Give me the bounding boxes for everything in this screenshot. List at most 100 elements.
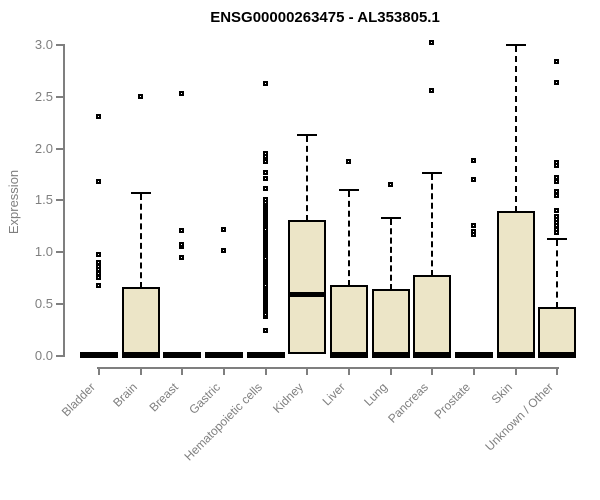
outlier-point — [262, 159, 268, 165]
x-axis-tick — [306, 367, 309, 375]
collapsed-box — [205, 352, 244, 358]
outlier-point — [96, 271, 101, 277]
outlier-point — [262, 81, 268, 87]
box — [288, 220, 327, 354]
collapsed-box — [246, 352, 285, 358]
median-line — [413, 352, 452, 358]
outlier-point — [554, 178, 560, 184]
median-line — [538, 352, 577, 358]
box — [538, 307, 577, 357]
median-line — [330, 352, 369, 358]
box — [121, 286, 160, 357]
outlier-point — [429, 39, 435, 45]
outlier-point — [471, 223, 477, 229]
x-axis-tick — [514, 367, 517, 375]
outlier-point — [387, 181, 393, 187]
collapsed-box — [163, 352, 202, 358]
outlier-point — [96, 263, 101, 269]
whisker — [139, 194, 142, 288]
outlier-point — [262, 186, 268, 192]
box — [330, 284, 369, 357]
whisker-cap — [339, 189, 360, 192]
whisker-cap — [380, 217, 401, 220]
y-axis-tick — [56, 355, 63, 357]
whisker — [431, 173, 434, 277]
y-axis-tick — [56, 199, 63, 202]
x-axis — [97, 367, 559, 369]
outlier-point — [554, 58, 560, 64]
x-axis-tick — [139, 367, 142, 375]
y-axis-tick — [56, 147, 63, 150]
y-axis-tick — [56, 303, 63, 306]
outlier-point — [221, 248, 227, 254]
whisker-cap — [547, 237, 568, 240]
outlier-point — [554, 214, 560, 220]
outlier-point — [221, 226, 227, 232]
outlier-point — [262, 150, 268, 156]
outlier-point — [554, 193, 560, 199]
outlier-point — [96, 178, 101, 184]
y-axis-tick-label: 1.5 — [34, 192, 53, 208]
median-line — [371, 352, 410, 358]
y-axis-tick — [56, 43, 63, 46]
y-axis-tick-label: 2.5 — [34, 88, 53, 104]
outlier-point — [96, 113, 101, 119]
outlier-point — [429, 87, 435, 93]
whisker-cap — [422, 171, 443, 174]
box — [413, 275, 452, 357]
whisker — [514, 45, 517, 212]
outlier-point — [262, 328, 268, 334]
whisker — [306, 136, 309, 222]
collapsed-box — [455, 352, 494, 358]
y-axis — [63, 44, 65, 357]
outlier-point — [471, 158, 477, 164]
x-axis-tick — [431, 367, 434, 375]
y-axis-tick-label: 1.0 — [34, 244, 53, 260]
median-line — [121, 352, 160, 358]
y-axis-tick — [56, 95, 63, 98]
whisker — [556, 239, 559, 309]
whisker — [389, 219, 392, 290]
whisker-cap — [505, 43, 526, 46]
x-axis-tick — [181, 367, 184, 375]
x-axis-tick — [223, 367, 226, 375]
y-axis-tick-label: 0.5 — [34, 296, 53, 312]
whisker-cap — [297, 134, 318, 137]
x-axis-tick — [556, 367, 559, 375]
outlier-point — [471, 176, 477, 182]
outlier-point — [554, 160, 560, 166]
box — [496, 210, 535, 357]
outlier-point — [96, 275, 101, 281]
outlier-point — [96, 259, 101, 265]
x-axis-tick — [264, 367, 267, 375]
outlier-point — [96, 282, 101, 288]
x-axis-tick — [473, 367, 476, 375]
whisker-cap — [130, 192, 151, 195]
outlier-point — [179, 90, 185, 96]
y-axis-tick — [56, 251, 63, 254]
outlier-point — [262, 169, 268, 175]
outlier-point — [346, 159, 352, 165]
outlier-point — [554, 80, 560, 86]
collapsed-box — [80, 352, 118, 358]
outlier-point — [554, 174, 560, 180]
x-axis-tick — [348, 367, 351, 375]
median-line — [496, 352, 535, 358]
chart-title: ENSG00000263475 - AL353805.1 — [210, 9, 440, 26]
outlier-point — [262, 197, 268, 203]
outlier-point — [179, 227, 185, 233]
outlier-point — [96, 252, 101, 258]
outlier-point — [137, 93, 143, 99]
outlier-point — [179, 254, 185, 260]
outlier-point — [471, 228, 477, 234]
y-axis-tick-label: 2.0 — [34, 140, 53, 156]
x-axis-tick — [98, 367, 100, 375]
y-axis-tick-label: 0.0 — [34, 348, 53, 363]
median-line — [288, 291, 327, 297]
whisker — [348, 191, 351, 286]
x-axis-tick — [389, 367, 392, 375]
outlier-point — [262, 175, 268, 181]
outlier-point — [554, 189, 560, 195]
outlier-point — [554, 207, 560, 213]
